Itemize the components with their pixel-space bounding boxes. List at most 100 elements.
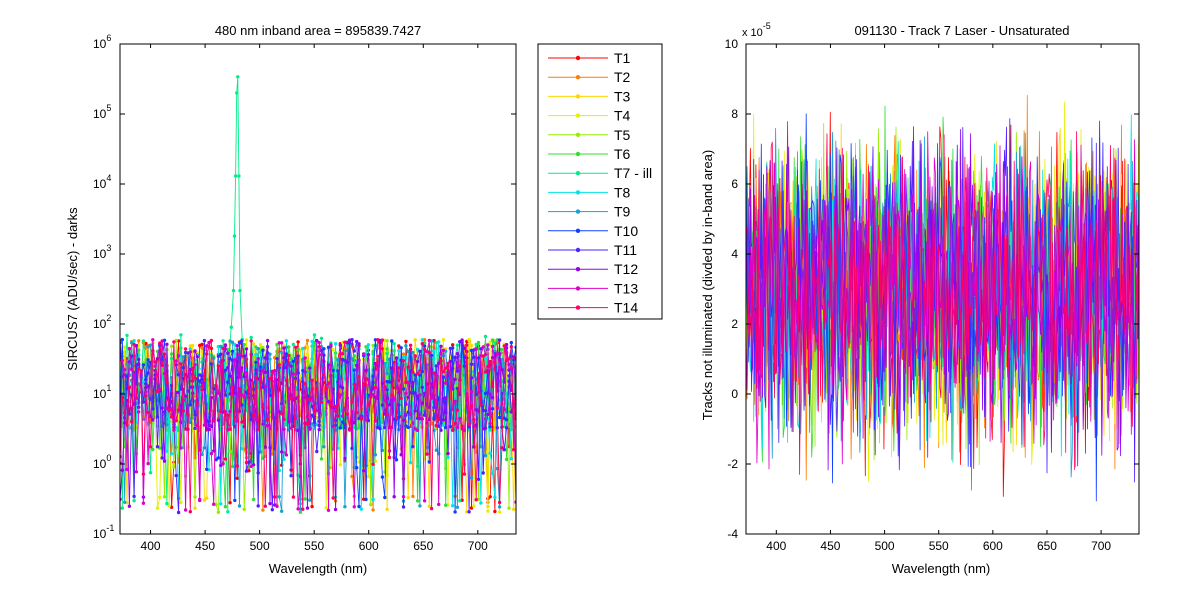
legend-label: T3 xyxy=(614,88,631,104)
left-series-marker xyxy=(216,364,221,368)
left-series-marker xyxy=(141,501,146,505)
left-series-marker xyxy=(181,355,185,359)
left-series-marker xyxy=(373,453,378,457)
left-series-marker xyxy=(340,386,345,390)
left-series-marker xyxy=(453,355,457,360)
left-series-marker xyxy=(315,338,319,343)
left-series-marker xyxy=(355,363,359,367)
left-series-marker xyxy=(476,409,481,413)
left-series-marker xyxy=(221,339,225,343)
left-series-marker xyxy=(151,349,155,353)
left-series-marker xyxy=(139,369,143,373)
left-series-marker xyxy=(144,390,148,394)
left-series-marker xyxy=(502,344,506,348)
left-series-marker xyxy=(392,360,396,365)
left-series-marker xyxy=(130,420,134,424)
left-series-marker xyxy=(455,369,460,373)
left-series-marker xyxy=(251,497,256,502)
left-series-marker xyxy=(179,500,183,505)
left-series-marker xyxy=(310,378,314,382)
left-series-marker xyxy=(385,412,389,417)
left-series-marker xyxy=(226,380,230,384)
left-series-marker xyxy=(345,412,349,416)
left-series-marker xyxy=(165,501,169,506)
right-y-tick-label: 4 xyxy=(731,247,738,261)
left-series-marker xyxy=(455,505,460,509)
left-series-marker xyxy=(479,403,483,407)
left-series-marker xyxy=(186,375,190,379)
left-series-marker xyxy=(141,400,146,404)
right-x-tick-label: 650 xyxy=(1037,539,1057,553)
left-series-marker xyxy=(448,424,453,429)
left-series-marker xyxy=(228,501,232,505)
right-axes: 091130 - Track 7 Laser - Unsaturated Wav… xyxy=(700,21,1140,576)
left-series-marker xyxy=(188,510,192,514)
left-series-marker xyxy=(366,352,371,357)
left-series-marker xyxy=(380,403,385,407)
left-series-marker xyxy=(439,351,443,356)
left-series-marker xyxy=(476,340,481,345)
legend-label: T12 xyxy=(614,261,638,277)
left-series-marker xyxy=(380,338,385,342)
left-series-marker xyxy=(437,340,441,344)
left-series-marker xyxy=(169,356,174,361)
left-series-marker xyxy=(376,425,380,430)
left-series-marker xyxy=(411,380,415,385)
legend-label: T4 xyxy=(614,108,631,124)
legend-swatch-marker xyxy=(575,113,581,118)
left-series-marker xyxy=(469,403,474,408)
left-series-marker xyxy=(347,427,352,431)
left-series-marker xyxy=(308,366,312,370)
left-series-marker xyxy=(319,457,324,461)
left-series-marker xyxy=(280,509,284,513)
left-series-marker xyxy=(509,366,513,371)
left-series-marker xyxy=(261,405,265,409)
left-series-marker xyxy=(237,352,242,357)
left-series-marker xyxy=(458,499,462,503)
left-series-marker xyxy=(369,395,373,399)
left-series-marker xyxy=(427,504,431,508)
left-y-tick-label: 106 xyxy=(93,33,111,51)
right-y-tick-label: -4 xyxy=(727,527,738,541)
left-y-tick-base: 10 xyxy=(93,177,107,191)
left-series-marker xyxy=(183,474,188,478)
left-series-marker xyxy=(319,353,324,357)
left-y-tick-label: 103 xyxy=(93,243,111,261)
left-series-marker xyxy=(326,381,331,385)
left-series-marker xyxy=(401,495,406,499)
left-series-marker xyxy=(195,401,199,405)
left-series-marker xyxy=(165,380,169,384)
left-series-marker xyxy=(289,426,293,430)
left-series-marker xyxy=(263,504,267,508)
left-series-marker xyxy=(120,506,125,510)
left-series-marker xyxy=(151,338,155,342)
left-series-marker xyxy=(500,347,504,352)
left-series-marker xyxy=(366,403,371,407)
left-series-marker xyxy=(148,377,153,381)
left-series-marker xyxy=(355,411,359,415)
left-series-marker xyxy=(509,457,513,461)
left-x-tick-label: 450 xyxy=(195,539,215,553)
left-series-marker xyxy=(343,505,347,509)
left-series-marker xyxy=(237,387,242,391)
left-series-marker xyxy=(429,506,434,511)
left-series-marker xyxy=(343,358,347,363)
left-series-marker xyxy=(230,376,235,381)
left-series-marker xyxy=(495,426,499,430)
left-series-marker xyxy=(355,466,359,470)
left-series-marker xyxy=(148,471,153,475)
left-series-marker xyxy=(497,415,502,420)
left-series-marker xyxy=(481,471,485,475)
left-series-marker xyxy=(277,495,281,499)
left-series-marker xyxy=(263,348,267,352)
left-series-marker xyxy=(418,369,422,373)
legend-label: T14 xyxy=(614,300,638,316)
left-series-marker xyxy=(399,396,403,400)
left-series-marker xyxy=(415,499,420,503)
left-series-marker xyxy=(176,408,181,412)
left-series-marker xyxy=(350,357,354,361)
left-series-marker xyxy=(228,427,232,431)
legend-swatch-marker xyxy=(575,247,581,253)
left-series-marker xyxy=(132,342,136,347)
left-series-marker xyxy=(212,356,216,360)
